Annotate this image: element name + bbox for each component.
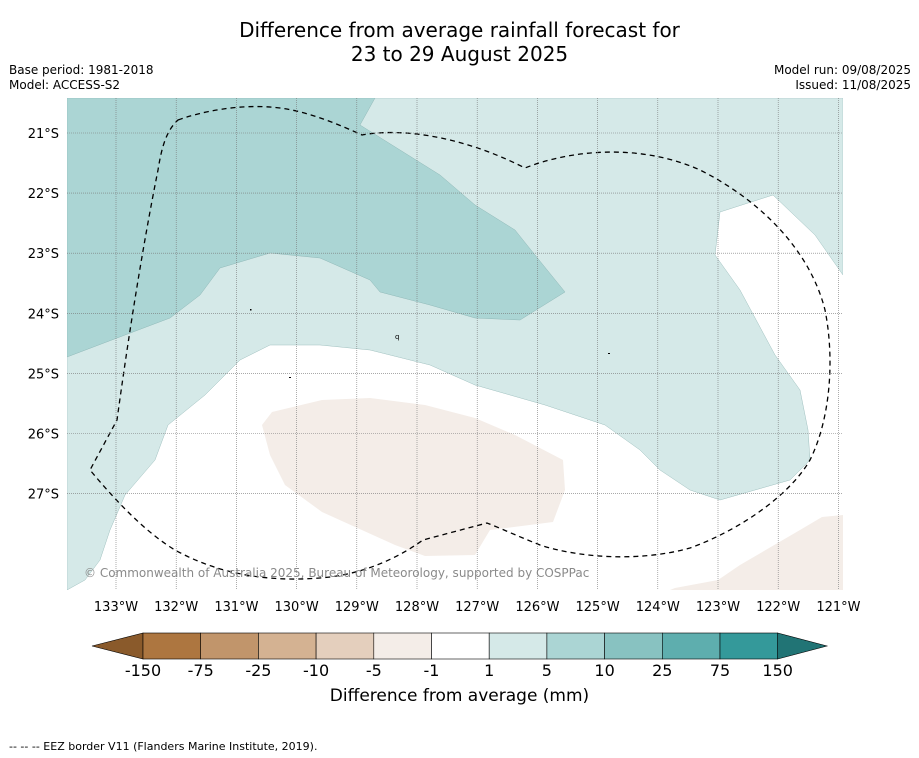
longitude-label: 131°W bbox=[214, 600, 258, 615]
colorbar-tick-label: -5 bbox=[366, 661, 382, 680]
colorbar-tick-label: 25 bbox=[652, 661, 672, 680]
title-line-1: Difference from average rainfall forecas… bbox=[239, 18, 680, 42]
colorbar-tick-label: -10 bbox=[303, 661, 329, 680]
colorbar-segment bbox=[200, 632, 259, 660]
island-marker: q bbox=[395, 333, 399, 341]
colorbar-segment bbox=[604, 632, 663, 660]
latitude-labels: 21°S 22°S 23°S 24°S 25°S 26°S 27°S bbox=[28, 127, 59, 503]
latitude-label: 22°S bbox=[28, 187, 59, 202]
longitude-label: 123°W bbox=[696, 600, 740, 615]
colorbar-tick-label: 10 bbox=[594, 661, 614, 680]
longitude-label: 128°W bbox=[395, 600, 439, 615]
longitude-label: 133°W bbox=[94, 600, 138, 615]
colorbar-segment bbox=[373, 632, 432, 660]
longitude-label: 132°W bbox=[154, 600, 198, 615]
colorbar-tick-label: 1 bbox=[484, 661, 494, 680]
longitude-label: 122°W bbox=[756, 600, 800, 615]
longitude-label: 125°W bbox=[576, 600, 620, 615]
latitude-label: 21°S bbox=[28, 127, 59, 142]
copyright-text: © Commonwealth of Australia 2025, Bureau… bbox=[84, 566, 589, 580]
colorbar-tick-label: 5 bbox=[542, 661, 552, 680]
longitude-label: 126°W bbox=[515, 600, 559, 615]
colorbar-segment bbox=[315, 632, 375, 660]
region-minus-5-to-minus-1 bbox=[262, 398, 565, 556]
colorbar-extend-high bbox=[777, 632, 829, 660]
colorbar-tick-label: -25 bbox=[245, 661, 271, 680]
colorbar-tick-label: 150 bbox=[762, 661, 793, 680]
colorbar-tick-label: -150 bbox=[125, 661, 161, 680]
chart-title: Difference from average rainfall forecas… bbox=[0, 18, 919, 66]
region-plus-5-to-10 bbox=[67, 98, 566, 358]
latitude-label: 27°S bbox=[28, 488, 59, 503]
issued-text: Issued: 11/08/2025 bbox=[795, 78, 911, 92]
eez-footnote: -- -- -- EEZ border V11 (Flanders Marine… bbox=[9, 740, 318, 753]
colorbar-segment bbox=[719, 632, 779, 660]
colorbar-tick-label: -75 bbox=[188, 661, 214, 680]
island-marker bbox=[250, 309, 252, 311]
model-text: Model: ACCESS-S2 bbox=[9, 78, 121, 92]
colorbar-segment bbox=[258, 632, 317, 660]
colorbar-segment bbox=[546, 632, 605, 660]
longitude-label: 121°W bbox=[816, 600, 860, 615]
longitude-label: 127°W bbox=[455, 600, 499, 615]
title-line-2: 23 to 29 August 2025 bbox=[350, 42, 569, 66]
colorbar-segment bbox=[488, 632, 548, 660]
colorbar-label: Difference from average (mm) bbox=[329, 686, 590, 706]
colorbar-extend-low bbox=[91, 632, 144, 660]
map-plot-area: q © Commonwealth of Australia 2025, Bure… bbox=[67, 98, 843, 590]
colorbar-tick-label: -1 bbox=[424, 661, 440, 680]
graticule bbox=[67, 98, 843, 590]
longitude-labels: 133°W 132°W 131°W 130°W 129°W 128°W 127°W 126°W… bbox=[94, 600, 861, 615]
longitude-label: 129°W bbox=[335, 600, 379, 615]
region-minus-5-to-minus-1-se bbox=[670, 515, 843, 590]
colorbar-segment bbox=[142, 632, 202, 660]
colorbar-segments bbox=[91, 632, 829, 660]
colorbar-ticks: -150 -75 -25 -10 -5 -1 1 5 10 25 75 150 bbox=[125, 661, 793, 680]
longitude-label: 124°W bbox=[636, 600, 680, 615]
longitude-label: 130°W bbox=[275, 600, 319, 615]
latitude-label: 24°S bbox=[28, 307, 59, 322]
base-period-text: Base period: 1981-2018 bbox=[9, 63, 154, 77]
colorbar-tick-label: 75 bbox=[710, 661, 730, 680]
colorbar-segment bbox=[661, 632, 721, 660]
latitude-label: 25°S bbox=[28, 367, 59, 382]
model-run-text: Model run: 09/08/2025 bbox=[773, 63, 911, 77]
colorbar-segment bbox=[431, 632, 490, 660]
meta-left: Base period: 1981-2018 Model: ACCESS-S2 bbox=[9, 63, 154, 93]
latitude-label: 23°S bbox=[28, 247, 59, 262]
meta-right: Model run: 09/08/2025 Issued: 11/08/2025 bbox=[774, 63, 911, 93]
latitude-label: 26°S bbox=[28, 428, 59, 443]
island-marker bbox=[289, 377, 291, 378]
island-marker bbox=[608, 353, 610, 354]
